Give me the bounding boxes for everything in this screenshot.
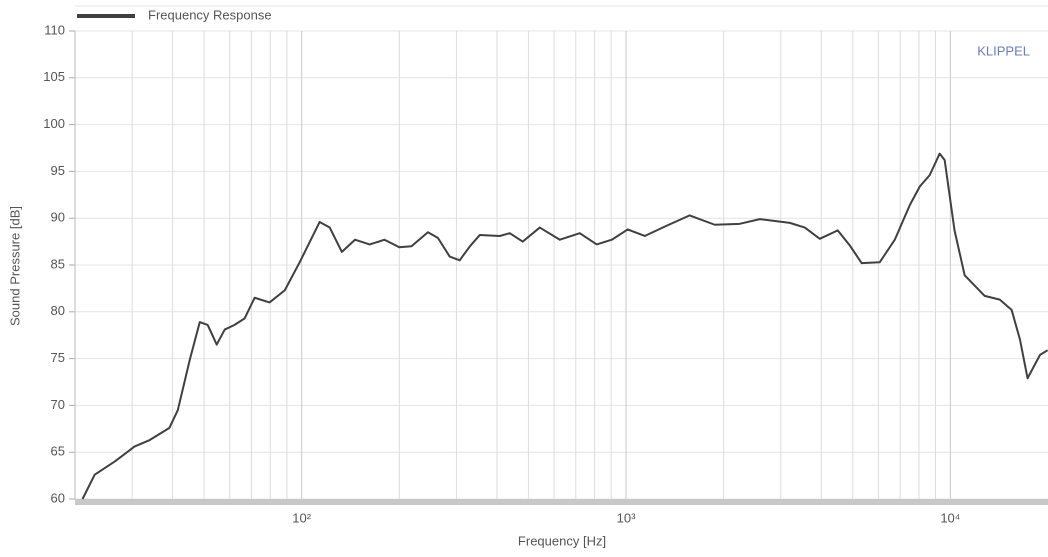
x-tick-label: 10⁴ bbox=[940, 510, 960, 525]
y-tick-label: 70 bbox=[51, 397, 65, 412]
x-axis-band bbox=[75, 499, 1048, 505]
y-tick-label: 65 bbox=[51, 444, 65, 459]
legend-label: Frequency Response bbox=[148, 7, 272, 22]
y-tick-label: 110 bbox=[44, 22, 65, 37]
y-tick-label: 90 bbox=[51, 210, 65, 225]
y-tick-label: 95 bbox=[51, 163, 65, 178]
y-tick-label: 80 bbox=[51, 303, 65, 318]
x-tick-label: 10³ bbox=[617, 510, 636, 525]
y-tick-label: 60 bbox=[51, 490, 65, 505]
y-tick-label: 85 bbox=[51, 256, 65, 271]
x-axis-label: Frequency [Hz] bbox=[518, 533, 606, 548]
y-tick-label: 75 bbox=[51, 350, 65, 365]
y-tick-label: 100 bbox=[43, 116, 65, 131]
watermark: KLIPPEL bbox=[977, 43, 1030, 58]
x-tick-label: 10² bbox=[292, 510, 311, 525]
y-axis-label: Sound Pressure [dB] bbox=[7, 206, 22, 326]
response-line bbox=[81, 152, 1048, 500]
y-tick-label: 105 bbox=[43, 69, 65, 84]
